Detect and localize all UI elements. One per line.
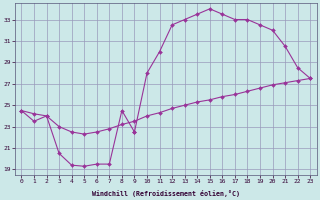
X-axis label: Windchill (Refroidissement éolien,°C): Windchill (Refroidissement éolien,°C) xyxy=(92,190,240,197)
